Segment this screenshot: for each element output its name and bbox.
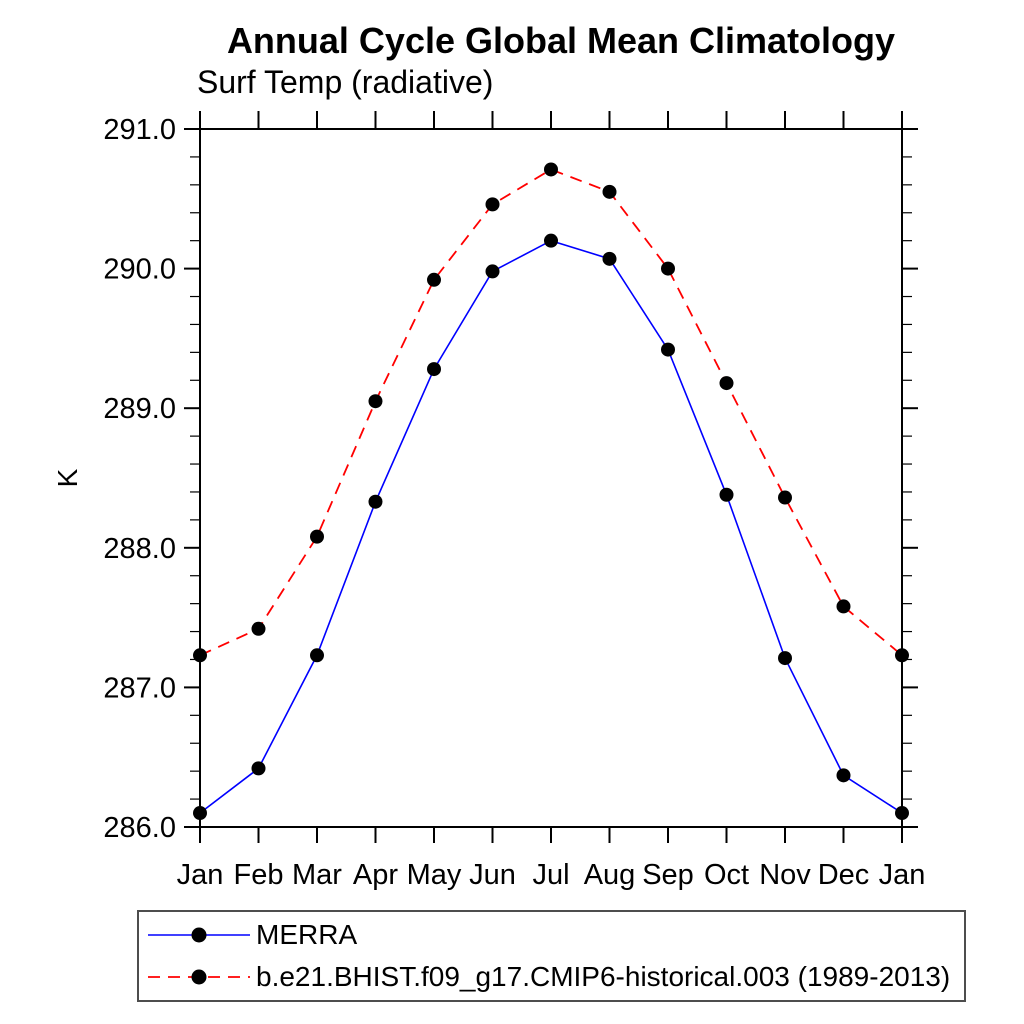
data-point-marker (895, 648, 909, 663)
data-point-marker (427, 272, 441, 287)
data-point-marker (310, 529, 324, 544)
x-tick-label: Aug (584, 859, 636, 891)
series-line (199, 239, 903, 814)
x-tick-label: Jan (879, 859, 926, 891)
x-axis-ticks (199, 111, 903, 843)
y-axis-tick-labels: 291.0 290.0 289.0 288.0 287.0 286.0 (103, 114, 176, 844)
y-tick-label: 287.0 (103, 672, 176, 704)
merra-line-sample-icon (148, 927, 250, 943)
data-point-marker (427, 362, 441, 377)
y-tick-label: 286.0 (103, 812, 176, 844)
data-point-marker (836, 599, 851, 614)
y-axis-ticks (184, 128, 918, 828)
x-tick-label: Sep (642, 859, 694, 891)
data-point-marker (719, 487, 734, 502)
series-merra (193, 233, 909, 821)
data-point-marker (251, 761, 266, 776)
x-tick-label: Nov (759, 859, 811, 891)
data-point-marker (661, 342, 675, 357)
data-point-marker (602, 251, 617, 266)
x-tick-label: Apr (353, 859, 398, 891)
data-point-marker (310, 648, 324, 663)
data-point-marker (719, 376, 734, 391)
x-tick-label: Feb (234, 859, 284, 891)
legend-label-model: b.e21.BHIST.f09_g17.CMIP6-historical.003… (256, 961, 951, 993)
data-point-marker (544, 233, 558, 248)
legend-box: MERRA b.e21.BHIST.f09_g17.CMIP6-historic… (137, 910, 966, 1002)
data-point-marker (895, 806, 909, 821)
data-point-marker (836, 768, 851, 783)
data-point-marker (602, 184, 617, 199)
data-point-marker (778, 490, 792, 505)
y-tick-label: 291.0 (103, 114, 176, 146)
data-point-marker (485, 197, 500, 212)
data-point-marker (485, 264, 500, 279)
legend-item-model: b.e21.BHIST.f09_g17.CMIP6-historical.003… (139, 957, 964, 997)
x-tick-label: Dec (818, 859, 870, 891)
series-model (193, 162, 909, 663)
legend-label-merra: MERRA (256, 918, 358, 950)
data-point-marker (368, 494, 383, 509)
data-point-marker (661, 261, 675, 276)
chart-title: Annual Cycle Global Mean Climatology (226, 20, 896, 61)
legend-item-merra: MERRA (139, 915, 964, 955)
y-tick-label: 289.0 (103, 393, 176, 425)
data-point-marker (193, 806, 207, 821)
x-tick-label: Mar (292, 859, 342, 891)
y-tick-label: 290.0 (103, 254, 176, 286)
x-tick-label: Jul (532, 859, 569, 891)
data-point-marker (251, 621, 266, 636)
y-tick-label: 288.0 (103, 533, 176, 565)
data-point-marker (544, 162, 558, 177)
data-point-marker (368, 394, 383, 409)
x-tick-label: May (407, 859, 462, 891)
x-axis-tick-labels: Jan Feb Mar Apr May Jun Jul Aug Sep Oct Nov Dec Jan (177, 859, 926, 891)
x-tick-label: Jan (177, 859, 224, 891)
chart-subtitle: Surf Temp (radiative) (197, 64, 494, 100)
model-line-sample-icon (148, 969, 250, 985)
x-tick-label: Oct (704, 859, 749, 891)
data-point-marker (778, 651, 792, 666)
x-tick-label: Jun (469, 859, 516, 891)
data-point-marker (193, 648, 207, 663)
